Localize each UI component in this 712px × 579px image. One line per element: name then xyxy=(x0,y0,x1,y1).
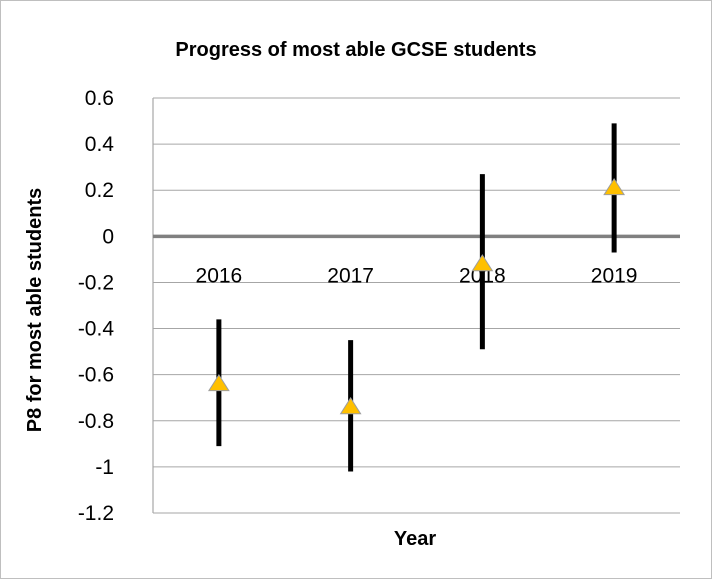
data-point-marker xyxy=(339,397,362,415)
data-point-marker xyxy=(207,373,230,392)
gridlines xyxy=(152,97,680,514)
y-tick-label: 0.2 xyxy=(85,179,114,202)
y-tick-label: -0.8 xyxy=(78,410,114,433)
category-label: 2019 xyxy=(591,264,638,287)
category-labels: 2016201720182019 xyxy=(196,264,638,287)
x-axis-title: Year xyxy=(394,528,436,550)
data-point-marker xyxy=(471,254,494,272)
y-tick-label: -1.2 xyxy=(78,502,114,525)
data-point-marker xyxy=(603,177,626,196)
error-bars xyxy=(216,123,617,472)
y-tick-label: -0.6 xyxy=(78,364,114,387)
y-tick-labels: 0.6 0.4 0.2 0 -0.2 -0.4 -0.6 -0.8 -1 -1.2 xyxy=(78,87,115,525)
category-label: 2016 xyxy=(196,264,243,287)
y-tick-label: -1 xyxy=(95,456,114,479)
y-tick-label: 0 xyxy=(102,225,114,248)
y-tick-label: 0.4 xyxy=(85,133,115,156)
y-axis-title: P8 for most able students xyxy=(24,188,46,433)
chart-title: Progress of most able GCSE students xyxy=(175,39,536,61)
y-tick-label: -0.2 xyxy=(78,271,114,294)
y-tick-label: 0.6 xyxy=(85,87,114,110)
data-markers xyxy=(207,177,626,415)
category-label: 2017 xyxy=(327,264,374,287)
y-tick-label: -0.4 xyxy=(78,318,115,341)
